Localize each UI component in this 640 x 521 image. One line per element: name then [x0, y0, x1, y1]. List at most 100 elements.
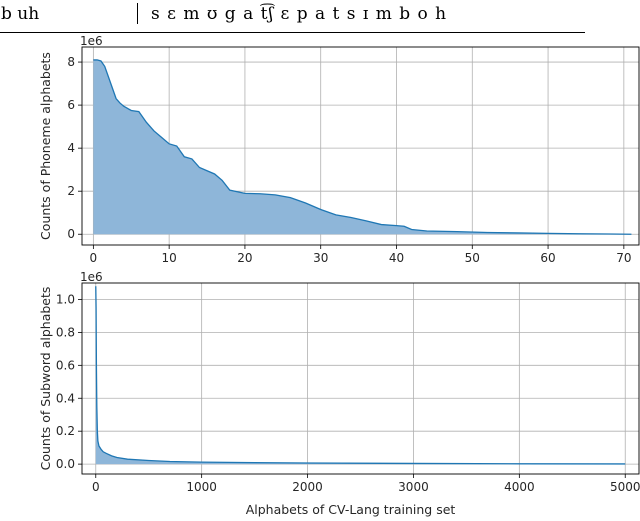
y-tick-label: 0.8 [56, 325, 75, 339]
data-point [244, 193, 245, 194]
x-axis-label: Alphabets of CV-Lang training set [246, 502, 456, 517]
data-point [99, 447, 100, 448]
data-point [100, 60, 101, 61]
y-tick-label: 0.0 [56, 457, 75, 471]
data-point [98, 445, 99, 446]
data-point [106, 453, 107, 454]
data-point [100, 449, 101, 450]
axes-frame [81, 282, 640, 475]
data-point [631, 234, 632, 235]
data-point [519, 463, 520, 464]
data-point [93, 59, 94, 60]
y-axis-label: Counts of Phoneme alphabets [38, 52, 53, 240]
data-point [457, 231, 458, 232]
y-tick-label: 4 [67, 141, 75, 155]
data-point [305, 202, 306, 203]
data-point [119, 102, 120, 103]
y-tick-label: 0.2 [56, 424, 75, 438]
data-point [104, 66, 105, 67]
data-point [259, 193, 260, 194]
y-tick-label: 8 [67, 55, 75, 69]
data-point [199, 167, 200, 168]
data-point [403, 226, 404, 227]
x-tick-label: 60 [540, 251, 555, 265]
x-tick-label: 5000 [610, 480, 640, 494]
data-point [112, 87, 113, 88]
data-point [547, 233, 548, 234]
data-point [578, 233, 579, 234]
x-tick-label: 0 [92, 480, 100, 494]
data-point [222, 180, 223, 181]
column-separator [137, 3, 138, 24]
data-point [366, 220, 367, 221]
data-point [116, 457, 117, 458]
data-point [201, 462, 202, 463]
data-point [123, 106, 124, 107]
data-point [517, 232, 518, 233]
series-line [93, 59, 632, 235]
data-point [290, 197, 291, 198]
y-tick-label: 1.0 [56, 292, 75, 306]
data-point [131, 110, 132, 111]
data-point [108, 77, 109, 78]
data-point [191, 158, 192, 159]
x-tick-label: 10 [162, 251, 177, 265]
y-axis-label: Counts of Subword alphabets [38, 287, 53, 471]
x-tick-label: 40 [389, 251, 404, 265]
y-tick-label: 0.4 [56, 391, 75, 405]
data-point [396, 225, 397, 226]
data-point [184, 156, 185, 157]
axis-offset-label: 1e6 [80, 270, 103, 284]
x-tick-label: 2000 [292, 480, 323, 494]
data-point [116, 98, 117, 99]
phoneme-right-text: s ɛ m ʊ g a t͡ʃ ɛ p a t s ɪ m b o h [151, 4, 448, 24]
data-point [625, 463, 626, 464]
data-point [426, 230, 427, 231]
series-line [95, 286, 626, 465]
data-point [103, 451, 104, 452]
y-tick-label: 2 [67, 184, 75, 198]
table-rule [0, 32, 585, 33]
data-point [97, 59, 98, 60]
series-area-fill [93, 59, 632, 235]
data-point [320, 209, 321, 210]
data-point [214, 173, 215, 174]
data-point [96, 406, 97, 407]
chart-subword: 0 1000 2000 3000 4000 5000 0.0 0.2 0.4 0.6 0.8 1.0 1… [38, 270, 640, 517]
data-point [411, 229, 412, 230]
x-tick-label: 70 [616, 251, 631, 265]
data-point [335, 214, 336, 215]
phoneme-sequence-row: b uh s ɛ m ʊ g a t͡ʃ ɛ p a t s ɪ m b o h [0, 0, 640, 34]
axes-frame [81, 46, 640, 246]
data-point [153, 130, 154, 131]
y-tick-label: 6 [67, 98, 75, 112]
data-point [608, 233, 609, 234]
data-point [96, 365, 97, 366]
data-point [350, 217, 351, 218]
x-tick-label: 3000 [398, 480, 429, 494]
data-point [97, 440, 98, 441]
x-tick-label: 20 [237, 251, 252, 265]
x-tick-label: 4000 [504, 480, 535, 494]
series-area-fill [95, 286, 626, 465]
x-tick-label: 0 [90, 251, 98, 265]
data-point [138, 111, 139, 112]
data-point [97, 431, 98, 432]
data-point [487, 232, 488, 233]
data-point [146, 122, 147, 123]
data-point [161, 137, 162, 138]
axis-offset-label: 1e6 [80, 34, 103, 48]
data-point [95, 286, 96, 287]
x-tick-label: 30 [313, 251, 328, 265]
data-point [148, 460, 149, 461]
data-point [275, 194, 276, 195]
data-point [169, 461, 170, 462]
x-tick-label: 1000 [186, 480, 217, 494]
data-point [307, 462, 308, 463]
data-point [127, 459, 128, 460]
y-tick-label: 0.6 [56, 358, 75, 372]
data-point [381, 224, 382, 225]
data-point [254, 462, 255, 463]
